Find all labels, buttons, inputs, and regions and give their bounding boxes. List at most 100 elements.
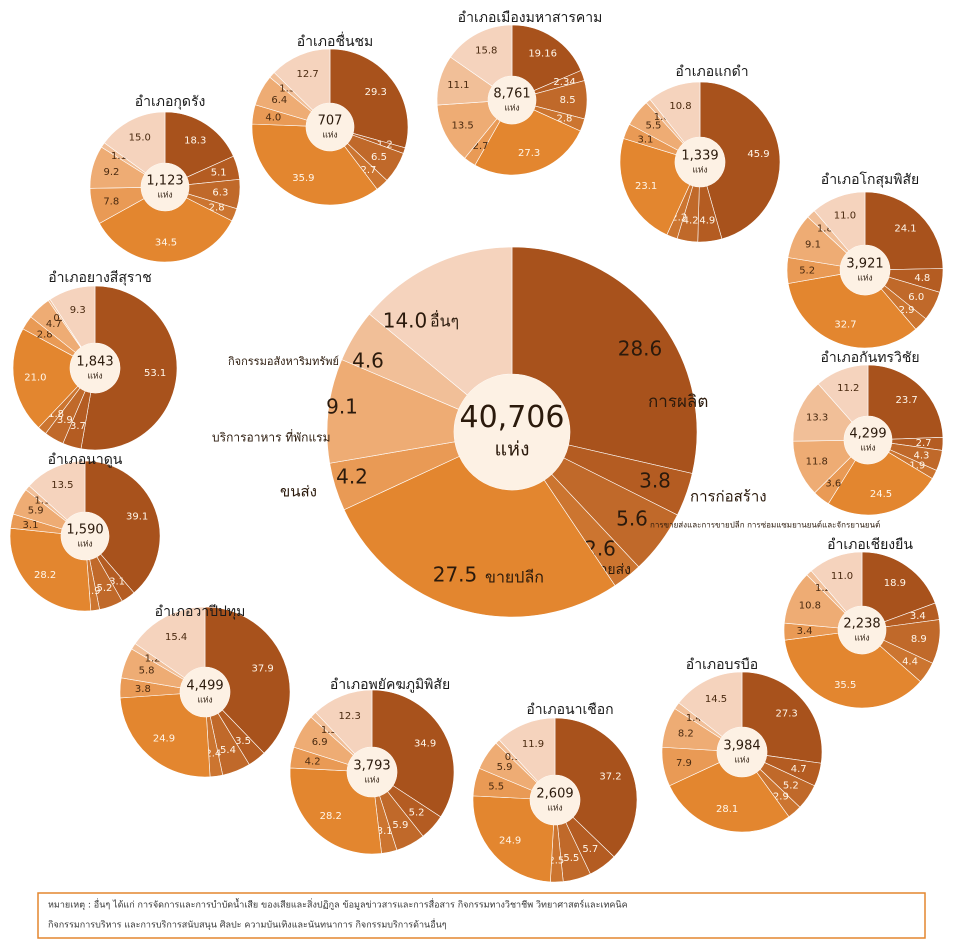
value-label: 23.7 bbox=[895, 395, 917, 406]
value-label: 5.2 bbox=[783, 780, 799, 791]
value-label: 4.7 bbox=[791, 764, 807, 775]
value-label: 7.8 bbox=[103, 196, 119, 207]
value-label: 12.7 bbox=[297, 69, 319, 80]
value-label: 8.2 bbox=[678, 729, 694, 740]
value-label: 11.0 bbox=[834, 211, 856, 222]
value-label: 15.4 bbox=[165, 632, 187, 643]
value-label: 6.3 bbox=[212, 187, 228, 198]
value-label: 5.9 bbox=[28, 505, 44, 516]
total-label: 3,984 bbox=[723, 739, 760, 754]
value-label: 35.9 bbox=[292, 173, 314, 184]
value-label: 18.3 bbox=[184, 135, 206, 146]
value-label: 4.3 bbox=[914, 450, 930, 461]
total-label: 3,921 bbox=[846, 257, 883, 272]
total-label: 1,339 bbox=[681, 149, 718, 164]
value-label: 11.9 bbox=[522, 739, 544, 750]
value-label: 4.8 bbox=[914, 273, 930, 284]
category-label: อื่นๆ bbox=[430, 310, 459, 331]
value-label: 8.5 bbox=[560, 95, 576, 106]
value-label: 29.3 bbox=[365, 87, 387, 98]
value-label: 37.9 bbox=[252, 664, 274, 675]
chart-title: อำเภอชื่นชม bbox=[297, 32, 374, 50]
value-label: 5.4 bbox=[220, 745, 236, 756]
unit-label: แห่ง bbox=[322, 129, 337, 139]
value-label: 5.6 bbox=[616, 507, 648, 531]
unit-label: แห่ง bbox=[157, 189, 172, 199]
unit-label: แห่ง bbox=[504, 102, 519, 112]
unit-label: แห่ง bbox=[857, 272, 872, 282]
value-label: 3.8 bbox=[639, 469, 671, 493]
total-label: 707 bbox=[318, 114, 343, 129]
unit-label: แห่ง bbox=[364, 774, 379, 784]
category-label: การขายส่งและการขายปลีก การซ่อมแซมยานยนต์… bbox=[650, 520, 880, 530]
value-label: 9.3 bbox=[70, 305, 86, 316]
value-label: 14.5 bbox=[705, 694, 727, 705]
unit-label: แห่ง bbox=[734, 754, 749, 764]
value-label: 53.1 bbox=[144, 368, 166, 379]
value-label: 24.9 bbox=[499, 835, 521, 846]
total-label: 4,299 bbox=[849, 427, 886, 442]
chart-title: อำเภอพยัคฆภูมิพิสัย bbox=[330, 677, 450, 693]
value-label: 13.5 bbox=[451, 121, 473, 132]
value-label: 4.6 bbox=[352, 349, 384, 373]
value-label: 28.1 bbox=[716, 804, 738, 815]
category-label: กิจกรรมอสังหาริมทรัพย์ bbox=[228, 355, 339, 368]
value-label: 28.2 bbox=[34, 570, 56, 581]
page: หมายเหตุ : อื่นๆ ได้แก่ การจัดการและการบ… bbox=[0, 0, 959, 945]
value-label: 4.9 bbox=[699, 216, 715, 227]
value-label: 23.1 bbox=[635, 181, 657, 192]
value-label: 3.4 bbox=[797, 626, 813, 637]
value-label: 5.8 bbox=[139, 666, 155, 677]
value-label: 14.0 bbox=[383, 309, 428, 333]
total-label: 40,706 bbox=[460, 400, 565, 435]
unit-label: แห่ง bbox=[860, 442, 875, 452]
total-label: 1,123 bbox=[146, 174, 183, 189]
chart-title: อำเภอนาดูน bbox=[48, 452, 123, 468]
value-label: 5.5 bbox=[563, 853, 579, 864]
value-label: 11.8 bbox=[806, 457, 828, 468]
value-label: 45.9 bbox=[747, 149, 769, 160]
unit-label: แห่ง bbox=[495, 438, 530, 461]
value-label: 32.7 bbox=[834, 319, 856, 330]
value-label: 24.5 bbox=[870, 489, 892, 500]
infographic: หมายเหตุ : อื่นๆ ได้แก่ การจัดการและการบ… bbox=[0, 0, 959, 945]
value-label: 19.16 bbox=[528, 49, 557, 60]
value-label: 8.9 bbox=[911, 634, 927, 645]
chart-title: อำเภอเมืองมหาสารคาม bbox=[458, 10, 603, 26]
value-label: 34.5 bbox=[155, 238, 177, 249]
value-label: 5.5 bbox=[488, 782, 504, 793]
unit-label: แห่ง bbox=[77, 538, 92, 548]
value-label: 4.2 bbox=[305, 756, 321, 767]
total-label: 4,499 bbox=[186, 679, 223, 694]
total-label: 1,590 bbox=[66, 523, 103, 538]
value-label: 4.4 bbox=[902, 657, 918, 668]
value-label: 15.0 bbox=[129, 132, 151, 143]
chart-title: อำเภอโกสุมพิสัย bbox=[821, 171, 919, 188]
chart-title: อำเภอเชียงยืน bbox=[827, 537, 913, 553]
value-label: 10.8 bbox=[799, 601, 821, 612]
unit-label: แห่ง bbox=[854, 632, 869, 642]
total-label: 8,761 bbox=[493, 87, 530, 102]
category-label: การผลิต bbox=[648, 392, 708, 412]
value-label: 24.9 bbox=[153, 734, 175, 745]
value-label: 5.7 bbox=[582, 844, 598, 855]
value-label: 5.9 bbox=[392, 820, 408, 831]
value-label: 6.4 bbox=[271, 95, 287, 106]
value-label: 5.2 bbox=[799, 265, 815, 276]
value-label: 7.9 bbox=[676, 758, 692, 769]
category-label: ขนส่ง bbox=[280, 483, 317, 501]
value-label: 9.1 bbox=[326, 395, 358, 419]
value-label: 9.2 bbox=[103, 167, 119, 178]
value-label: 3.8 bbox=[135, 684, 151, 695]
value-label: 37.2 bbox=[599, 771, 621, 782]
value-label: 3.4 bbox=[910, 611, 926, 622]
chart-title: อำเภอแกดำ bbox=[675, 64, 748, 80]
unit-label: แห่ง bbox=[87, 370, 102, 380]
value-label: 24.1 bbox=[894, 224, 916, 235]
value-label: 21.0 bbox=[24, 372, 46, 383]
value-label: 4.0 bbox=[265, 113, 281, 124]
total-label: 2,238 bbox=[843, 617, 880, 632]
value-label: 5.2 bbox=[409, 808, 425, 819]
value-label: 15.8 bbox=[475, 46, 497, 57]
value-label: 27.3 bbox=[775, 708, 797, 719]
